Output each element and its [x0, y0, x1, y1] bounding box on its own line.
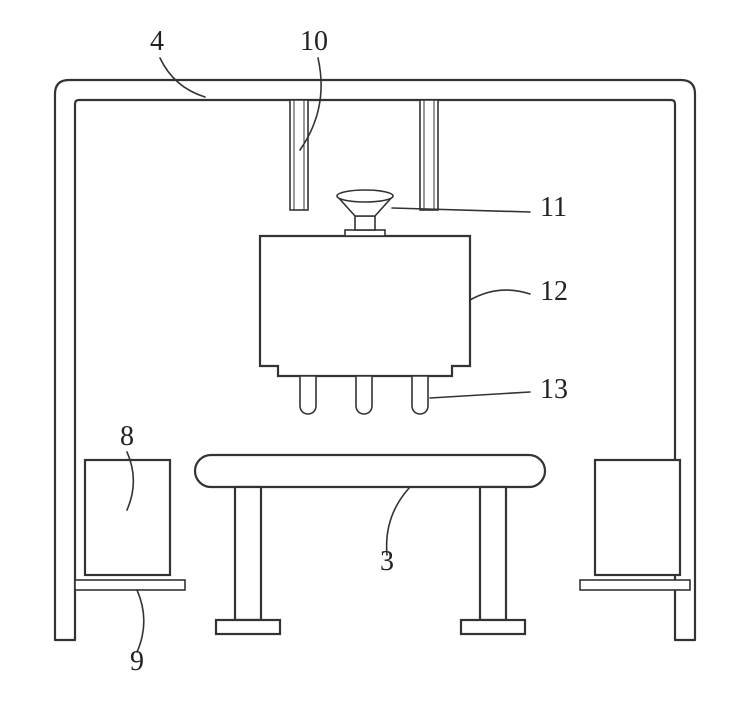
- label-leader-12: [470, 290, 530, 300]
- label-text-11: 11: [540, 192, 567, 223]
- table-leg-2: [461, 487, 525, 634]
- funnel: [337, 190, 393, 236]
- label-text-3: 3: [380, 546, 394, 577]
- label-text-13: 13: [540, 374, 568, 405]
- label-leader-11: [392, 208, 530, 212]
- probe-3: [412, 376, 428, 414]
- side-plate-left: [75, 580, 185, 590]
- label-text-4: 4: [150, 26, 164, 57]
- label-11: 11: [392, 192, 567, 223]
- rod-right: [420, 100, 438, 210]
- label-leader-9: [137, 590, 144, 652]
- press-block: [260, 236, 470, 376]
- probe-2: [356, 376, 372, 414]
- label-leader-4: [160, 58, 205, 97]
- table-top: [195, 455, 545, 487]
- label-3: 3: [380, 487, 410, 577]
- label-leader-3: [387, 487, 410, 555]
- label-text-9: 9: [130, 646, 144, 677]
- label-4: 4: [150, 26, 205, 97]
- rod-left: [290, 100, 308, 210]
- label-9: 9: [130, 590, 144, 677]
- side-box-left: [85, 460, 170, 575]
- label-text-8: 8: [120, 421, 134, 452]
- label-text-12: 12: [540, 276, 568, 307]
- label-leader-13: [430, 392, 530, 398]
- side-box-right: [595, 460, 680, 575]
- table-leg-1: [216, 487, 280, 634]
- label-text-10: 10: [300, 26, 328, 57]
- label-12: 12: [470, 276, 568, 307]
- label-13: 13: [430, 374, 568, 405]
- probe-1: [300, 376, 316, 414]
- side-plate-right: [580, 580, 690, 590]
